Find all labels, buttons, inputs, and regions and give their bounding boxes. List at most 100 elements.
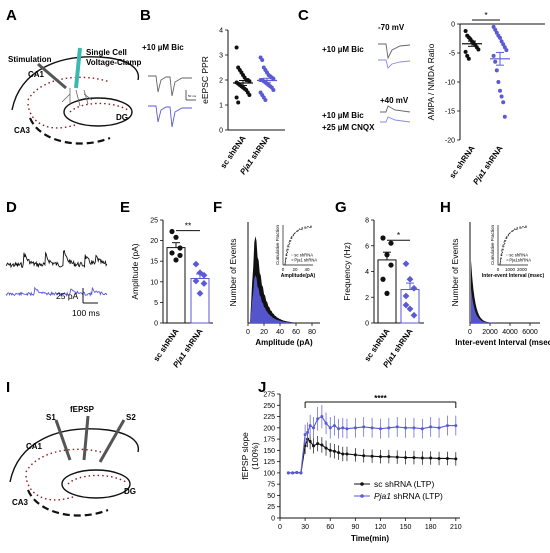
chart-j-series-1-point-15 [345, 427, 349, 431]
chart-j-series-1-point-17 [362, 425, 366, 429]
chart-b-point-0-8 [247, 79, 252, 84]
chart-h-xlabel: Inter-event Interval (msec) [455, 338, 550, 347]
chart-e-y-tick-label-0: 0 [154, 321, 158, 328]
chart-b-point-1-17 [271, 88, 276, 92]
chart-c-sig-label: * [484, 10, 488, 20]
label-ca1-i: CA1 [26, 442, 43, 451]
chart-e-point-0-0 [169, 228, 175, 235]
label-ca3-i: CA3 [12, 498, 29, 507]
chart-g-point-0-1 [384, 252, 390, 258]
chart-c-x-label-sc: sc shRNA [448, 144, 477, 180]
chart-f-x-tick-label-0: 0 [246, 329, 250, 336]
chart-j-series-1-point-18 [370, 426, 374, 430]
s1-electrode [54, 419, 72, 461]
chart-c-point-0-0 [463, 28, 468, 33]
chart-j-y-tick-label-2: 50 [267, 493, 275, 500]
chart-j-series-1-point-8 [316, 417, 320, 421]
chart-f-x-tick-label-4: 80 [308, 329, 316, 336]
chart-c-ylabel: AMPA / NMDA Ratio [426, 43, 436, 120]
chart-e-point-1-2 [200, 271, 208, 279]
chart-j-y-tick-label-0: 0 [271, 516, 275, 523]
ca1-layer [27, 76, 111, 101]
chart-j-series-0-point-26 [437, 456, 441, 460]
panel-label-a: A [6, 7, 17, 24]
chart-g-point-0-4 [384, 290, 390, 296]
chart-j-series-0-point-14 [341, 452, 345, 456]
chart-h-inset-legend-0: sc shRNA [509, 253, 528, 258]
chart-j-sig-label: **** [374, 394, 387, 403]
chart-j-series-0-point-25 [429, 456, 433, 460]
chart-g-y-tick-label-0: 0 [365, 321, 369, 328]
hippocampus-outline-outer [11, 56, 140, 111]
panel-label-d: D [6, 199, 17, 216]
scale-label-d-x: 100 ms [72, 308, 100, 318]
chart-g-point-1-3 [402, 301, 410, 309]
chart-j-series-1-point-12 [332, 424, 336, 428]
chart-j-x-tick-label-1: 30 [301, 524, 309, 531]
fepsp-electrode [82, 415, 90, 461]
chart-j-series-0-point-17 [362, 454, 366, 458]
chart-j-series-1-point-1 [291, 471, 295, 475]
chart-c-point-1-10 [493, 59, 498, 64]
chart-b-y-tick-label-3: 3 [219, 53, 223, 60]
chart-j-x-tick-label-7: 210 [450, 524, 462, 531]
chart-g-point-1-0 [402, 260, 410, 268]
chart-j-series-1-point-4 [303, 433, 307, 437]
chart-g-point-0-3 [380, 276, 386, 282]
chart-e-y-tick-label-3: 15 [150, 259, 158, 266]
chart-g-y-tick-label-4: 8 [365, 218, 369, 225]
chart-j-y-tick-label-5: 125 [263, 459, 275, 466]
chart-e-point-0-2 [177, 245, 183, 251]
panel-label-j: J [258, 379, 266, 396]
chart-j-series-0-point-23 [412, 456, 416, 460]
chart-g-point-1-5 [410, 311, 418, 319]
panel-label-c: C [298, 7, 309, 24]
chart-h-inset-ylabel: Cumulative Fraction [490, 224, 495, 265]
chart-f-inset-ylabel: Cumulative Fraction [275, 224, 280, 265]
chart-g-y-tick-label-2: 4 [365, 269, 369, 276]
chart-c-point-1-11 [494, 68, 499, 73]
chart-e-y-tick-label-2: 10 [150, 279, 158, 286]
trace-b-pja1 [148, 105, 192, 128]
label-dg: DG [116, 113, 128, 122]
chart-b-y-tick-label-4: 4 [219, 28, 223, 35]
chart-j-series-0-point-22 [404, 456, 408, 460]
chart-c-y-tick-label-3: -5 [449, 51, 455, 58]
chart-j-series-1-point-19 [378, 427, 382, 431]
panel-label-h: H [440, 199, 451, 216]
chart-b-point-0-18 [234, 95, 239, 100]
panel-b-traces: +10 µM Bic 50 ms [142, 43, 197, 128]
dg-granule-layer [69, 102, 129, 113]
label-ca1: CA1 [28, 70, 45, 79]
chart-j-series-0-point-27 [445, 456, 449, 460]
chart-c-point-0-8 [476, 47, 481, 52]
chart-c-point-0-9 [463, 49, 468, 54]
chart-c-point-1-13 [498, 88, 502, 93]
chart-f-inset-legend-1: Pja1 shRNA [294, 258, 317, 263]
stimulation-electrode [37, 62, 67, 90]
chart-b-point-0-17 [247, 93, 252, 97]
panel-d-traces: 25 pA 100 ms [5, 249, 108, 318]
panel-label-b: B [140, 7, 151, 24]
panel-label-i: I [6, 379, 10, 396]
chart-j-series-1-point-10 [324, 421, 328, 425]
chart-h-x-tick-label-1: 2000 [482, 329, 498, 336]
chart-j-series-1-point-11 [328, 426, 332, 430]
chart-g-point-1-2 [410, 284, 418, 292]
trace-c-pos40-sc [380, 105, 411, 113]
panel-label-g: G [335, 199, 347, 216]
chart-f-inset-xlabel: Amplitude(pA) [281, 273, 316, 279]
chart-g-y-tick-label-3: 6 [365, 243, 369, 250]
chart-j-series-1-point-3 [299, 471, 303, 475]
chart-j-series-1-point-21 [395, 425, 399, 429]
chart-j-x-tick-label-5: 150 [400, 524, 412, 531]
chart-e-y-tick-label-4: 20 [150, 238, 158, 245]
chart-e-point-0-5 [177, 252, 183, 259]
chart-g-point-0-2 [388, 262, 394, 268]
panel-c-condition-2b: +25 µM CNQX [322, 123, 375, 132]
panel-label-e: E [120, 199, 130, 216]
label-fepsp: fEPSP [70, 405, 95, 414]
chart-j-series-1-point-23 [412, 426, 416, 430]
chart-c-point-1-4 [498, 35, 502, 40]
label-stimulation: Stimulation [8, 55, 52, 64]
